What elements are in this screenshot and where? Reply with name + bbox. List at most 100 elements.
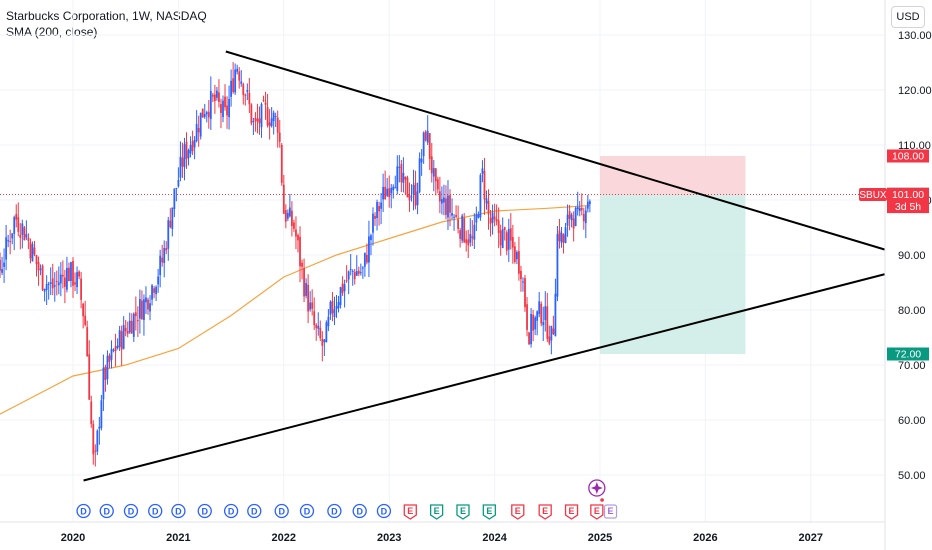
earnings-marker[interactable]: E bbox=[590, 504, 604, 520]
dividend-marker[interactable]: D bbox=[247, 503, 262, 519]
dividend-marker[interactable]: D bbox=[148, 503, 163, 519]
upcoming-earnings-marker[interactable]: E bbox=[603, 504, 618, 519]
candle-body bbox=[124, 327, 127, 332]
candle bbox=[588, 199, 591, 213]
candle bbox=[461, 213, 464, 244]
candle-body bbox=[457, 219, 460, 229]
candle bbox=[51, 263, 54, 296]
candle-body bbox=[430, 156, 433, 174]
candle-body bbox=[242, 84, 245, 95]
candle bbox=[157, 268, 160, 293]
earnings-marker[interactable]: E bbox=[482, 504, 496, 520]
dividend-marker[interactable]: D bbox=[299, 503, 315, 519]
candle bbox=[372, 207, 374, 246]
candle-body bbox=[327, 316, 330, 327]
candle bbox=[327, 309, 330, 332]
earnings-marker[interactable]: E bbox=[538, 504, 552, 520]
earnings-marker[interactable]: E bbox=[456, 504, 470, 520]
dividend-marker[interactable]: D bbox=[197, 503, 212, 519]
candle bbox=[388, 175, 391, 208]
candle bbox=[224, 84, 226, 111]
candle bbox=[37, 256, 40, 286]
dividend-icon bbox=[99, 503, 114, 519]
candle-body bbox=[297, 234, 299, 241]
candle bbox=[1, 256, 3, 275]
y-tick-label: 120.00 bbox=[898, 85, 932, 97]
candle bbox=[534, 315, 537, 336]
candle bbox=[234, 63, 237, 95]
candle bbox=[110, 340, 113, 369]
candle bbox=[187, 148, 190, 166]
sparkle-marker[interactable] bbox=[588, 479, 606, 497]
candle-body bbox=[481, 168, 484, 174]
earnings-marker[interactable]: E bbox=[403, 504, 417, 520]
candle-body bbox=[564, 227, 567, 244]
dividend-marker[interactable]: D bbox=[327, 503, 342, 519]
candle bbox=[560, 226, 563, 248]
candle bbox=[376, 199, 378, 231]
dividend-marker[interactable]: D bbox=[376, 503, 392, 519]
candle bbox=[41, 264, 44, 292]
candle bbox=[503, 226, 506, 241]
earnings-marker[interactable]: E bbox=[429, 504, 444, 520]
dividend-marker[interactable]: D bbox=[123, 503, 139, 519]
candle bbox=[321, 331, 324, 362]
candle-body bbox=[436, 179, 439, 190]
currency-button[interactable]: USD bbox=[891, 6, 925, 28]
candle-body bbox=[319, 327, 322, 339]
earnings-marker[interactable]: E bbox=[511, 504, 525, 520]
dividend-marker[interactable]: D bbox=[274, 503, 289, 519]
candle-body bbox=[260, 104, 263, 128]
candle bbox=[141, 290, 143, 321]
candle-body bbox=[349, 269, 352, 271]
candle-body bbox=[443, 197, 445, 203]
candle bbox=[78, 270, 80, 280]
candle-body bbox=[145, 297, 147, 303]
candle bbox=[207, 100, 210, 129]
candle bbox=[268, 109, 271, 140]
dividend-icon bbox=[76, 503, 91, 519]
candle bbox=[426, 115, 429, 146]
candle-body bbox=[363, 252, 366, 267]
candle-body bbox=[177, 179, 180, 187]
candle bbox=[159, 249, 162, 288]
dividend-marker[interactable]: D bbox=[352, 503, 367, 519]
dividend-icon-label: D bbox=[175, 507, 182, 517]
candle bbox=[479, 173, 482, 221]
candle bbox=[126, 321, 129, 338]
candle-body bbox=[347, 271, 350, 280]
candle-body bbox=[398, 166, 401, 168]
candle bbox=[252, 117, 255, 135]
candle-body bbox=[203, 114, 206, 117]
x-tick-label: 2022 bbox=[272, 532, 296, 544]
candle-body bbox=[475, 214, 478, 223]
candle bbox=[501, 217, 504, 249]
candle-body bbox=[345, 280, 348, 282]
candle bbox=[151, 283, 153, 306]
candle-body bbox=[86, 327, 89, 357]
candle bbox=[183, 137, 186, 181]
candle-body bbox=[134, 312, 137, 317]
dividend-marker[interactable]: D bbox=[76, 503, 91, 519]
dividend-marker[interactable]: D bbox=[171, 503, 186, 519]
candle-body bbox=[74, 282, 76, 285]
dividend-marker[interactable]: D bbox=[99, 503, 114, 519]
current-price-text: 101.00 bbox=[892, 189, 924, 201]
candle bbox=[236, 64, 239, 75]
candle bbox=[173, 188, 176, 218]
candle-body bbox=[163, 248, 166, 264]
earnings-icon-label: E bbox=[515, 506, 521, 516]
candle-body bbox=[236, 68, 239, 72]
candle bbox=[55, 270, 58, 296]
earnings-marker[interactable]: E bbox=[564, 504, 579, 520]
candle bbox=[92, 420, 95, 465]
candle bbox=[404, 176, 407, 196]
candle bbox=[392, 184, 395, 199]
candle-body bbox=[266, 107, 269, 126]
candle bbox=[497, 207, 500, 249]
candle-body bbox=[209, 90, 212, 119]
dividend-marker[interactable]: D bbox=[223, 503, 239, 519]
candle-body bbox=[216, 90, 218, 98]
candle bbox=[305, 278, 307, 299]
